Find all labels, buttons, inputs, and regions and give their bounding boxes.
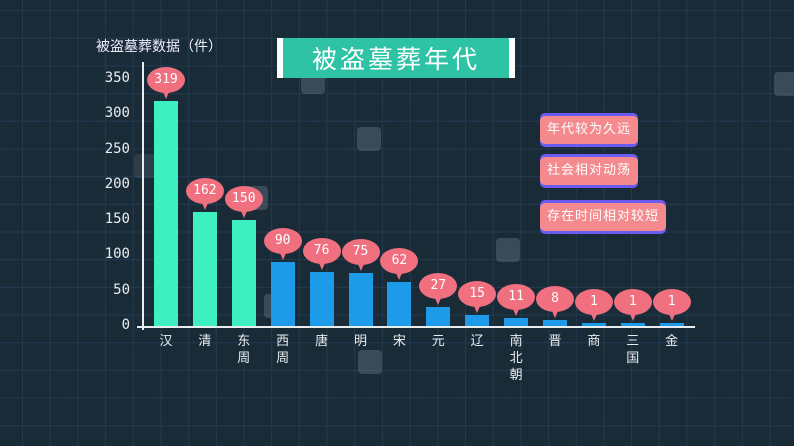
value-bubble: 75 xyxy=(341,239,380,272)
x-tick-label: 西 周 xyxy=(276,334,290,366)
y-tick-label: 350 xyxy=(104,70,130,86)
note-short-duration: 存在时间相对较短 xyxy=(540,203,667,231)
y-tick-label: 150 xyxy=(104,211,130,228)
decor-square xyxy=(774,72,794,96)
bar xyxy=(504,318,529,326)
value-bubble: 319 xyxy=(147,66,185,99)
x-tick-label: 汉 xyxy=(159,334,173,349)
bar xyxy=(426,306,451,326)
x-tick-label: 清 xyxy=(198,334,212,349)
y-tick-label: 200 xyxy=(104,175,130,192)
note-social-turmoil: 社会相对动荡 xyxy=(540,157,639,185)
x-tick-label: 金 xyxy=(665,334,679,349)
value-bubble: 1 xyxy=(613,289,652,321)
bar xyxy=(659,323,684,326)
x-tick-label: 明 xyxy=(353,334,367,349)
decor-square xyxy=(358,350,382,374)
value-bubble: 1 xyxy=(574,289,613,321)
decor-square xyxy=(357,127,381,151)
bar xyxy=(231,220,256,326)
value-bubble: 62 xyxy=(380,248,419,281)
x-tick-label: 南 北 朝 xyxy=(509,334,523,383)
bar xyxy=(348,273,373,326)
y-tick-label: 100 xyxy=(104,246,130,263)
bar xyxy=(309,272,334,326)
bar xyxy=(620,323,645,326)
bar xyxy=(581,323,606,326)
y-tick-label: 300 xyxy=(104,105,130,122)
x-tick-label: 元 xyxy=(431,334,445,349)
x-tick-label: 唐 xyxy=(315,334,329,349)
x-tick-label: 三 国 xyxy=(626,334,640,366)
bar xyxy=(543,320,567,326)
x-tick-label: 宋 xyxy=(392,334,406,349)
value-bubble: 8 xyxy=(536,286,574,319)
bar xyxy=(387,282,412,326)
bar xyxy=(465,315,490,326)
y-axis-label: 被盗墓葬数据（件） xyxy=(96,39,222,55)
x-tick-label: 晋 xyxy=(548,334,562,349)
y-tick-label: 0 xyxy=(121,317,130,333)
y-tick-label: 50 xyxy=(113,281,130,298)
y-tick-label: 250 xyxy=(104,140,130,157)
note-old-era: 年代较为久远 xyxy=(540,116,639,144)
y-axis xyxy=(142,62,144,330)
x-tick-label: 东 周 xyxy=(237,334,251,366)
x-tick-label: 商 xyxy=(587,334,601,349)
bar xyxy=(270,262,295,326)
value-bubble: 162 xyxy=(185,177,224,210)
value-bubble: 11 xyxy=(497,284,536,317)
chart-title: 被盗墓葬年代 xyxy=(277,38,515,78)
x-axis xyxy=(137,326,695,328)
bar xyxy=(192,211,217,326)
value-bubble: 90 xyxy=(263,228,302,261)
decor-square xyxy=(496,238,520,262)
x-tick-label: 辽 xyxy=(470,334,484,349)
value-bubble: 27 xyxy=(419,272,458,305)
bar xyxy=(154,100,178,326)
value-bubble: 15 xyxy=(458,281,497,314)
value-bubble: 1 xyxy=(652,289,691,321)
value-bubble: 76 xyxy=(302,238,341,271)
value-bubble: 150 xyxy=(224,186,263,219)
